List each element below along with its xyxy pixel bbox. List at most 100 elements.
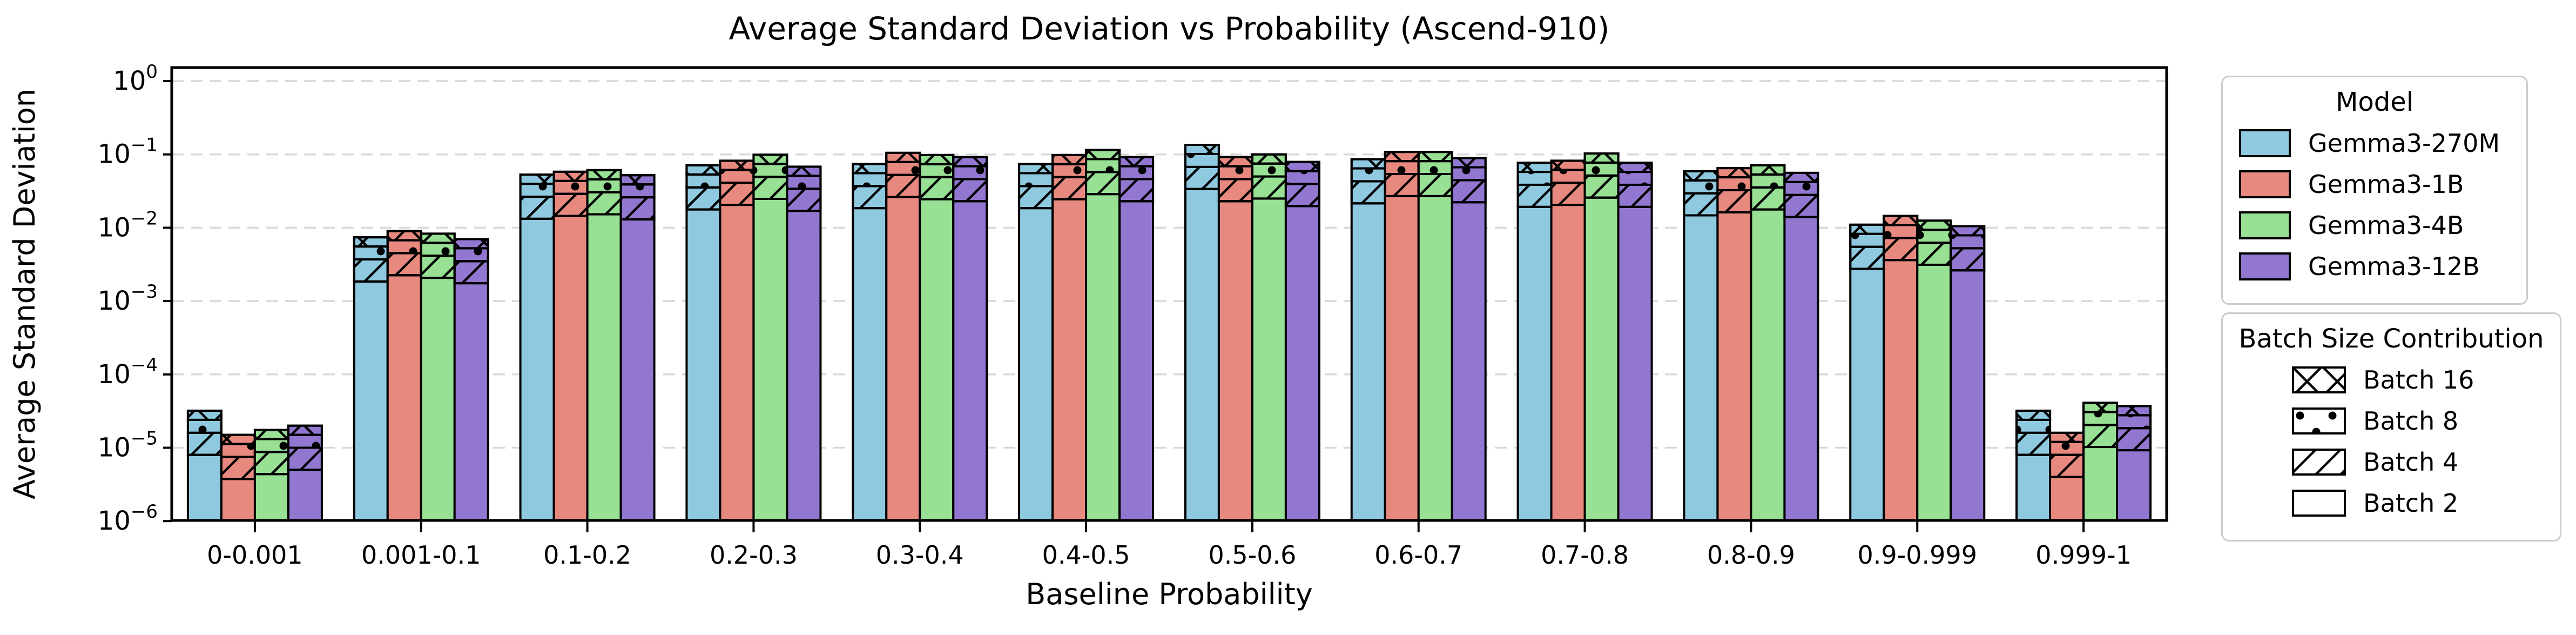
x-tick-label: 0.9-0.999: [1858, 540, 1977, 570]
x-axis-label: Baseline Probability: [1026, 577, 1313, 611]
bar-segment-gemma3-270m-batch4-hatch: [2015, 431, 2052, 456]
bar-segment-gemma3-12b-batch16-hatch: [952, 156, 988, 168]
bar-segment-gemma3-4b-batch4-hatch: [919, 176, 955, 200]
bar-segment-gemma3-4b-batch16-hatch: [1750, 164, 1786, 176]
bar-segment-gemma3-1b-batch16-hatch: [220, 433, 256, 445]
bar-segment-gemma3-12b-batch16-hatch: [619, 174, 656, 186]
bar-segment-gemma3-12b-batch2: [619, 218, 656, 522]
legend-batch-entry: Batch 8: [2223, 400, 2560, 442]
bar-segment-gemma3-1b-batch2: [1716, 211, 1752, 522]
bar-segment-gemma3-270m-batch4-hatch: [1184, 165, 1220, 190]
bar-segment-gemma3-12b-batch8-hatch: [1783, 181, 1819, 196]
bar-segment-gemma3-4b-batch16-hatch: [1583, 152, 1620, 164]
bar-segment-gemma3-270m-batch2: [186, 453, 222, 522]
bar-segment-gemma3-270m-batch8-hatch: [1849, 232, 1885, 248]
bar-segment-gemma3-1b-batch8-hatch: [386, 239, 422, 255]
bar-segment-gemma3-270m-batch8-hatch: [186, 418, 222, 434]
bar-segment-gemma3-4b-batch16-hatch: [1085, 149, 1121, 161]
bar-segment-gemma3-1b-batch8-hatch: [2049, 440, 2085, 456]
bar-segment-gemma3-270m-batch4-hatch: [519, 195, 555, 220]
legend-color-swatch-gemma3-4b: [2239, 211, 2291, 239]
bar-segment-gemma3-12b-batch16-hatch: [1451, 157, 1487, 169]
model-legend-rows: Gemma3-270M Gemma3-1B Gemma3-4B Gemma3-12B: [2223, 123, 2526, 287]
bar-segment-gemma3-1b-batch16-hatch: [1217, 156, 1253, 168]
bar-segment-gemma3-12b-batch16-hatch: [2116, 405, 2152, 417]
bar-segment-gemma3-4b-batch16-hatch: [586, 169, 622, 181]
bar-segment-gemma3-4b-batch2: [919, 198, 955, 522]
bar-segment-gemma3-270m-batch2: [1849, 268, 1885, 522]
x-tick-label: 0-0.001: [207, 540, 303, 570]
legend-batch-label: Batch 2: [2363, 489, 2459, 518]
bar-segment-gemma3-12b-batch2: [1950, 269, 1986, 522]
legend-batch-entry: Batch 2: [2223, 483, 2560, 524]
bar-segment-gemma3-270m-batch8-hatch: [519, 183, 555, 198]
legend-model-label: Gemma3-1B: [2308, 170, 2464, 199]
bar-segment-gemma3-1b-batch8-hatch: [1384, 160, 1420, 176]
bar-segment-gemma3-270m-batch4-hatch: [1350, 180, 1386, 205]
bar-segment-gemma3-270m-batch16-hatch: [1350, 158, 1386, 170]
bar-segment-gemma3-4b-batch16-hatch: [919, 153, 955, 165]
model-legend: Model Gemma3-270M Gemma3-1B Gemma3-4B Gemma…: [2221, 76, 2528, 305]
y-tick-label: 10−2: [98, 208, 158, 243]
bar-segment-gemma3-270m-batch2: [685, 208, 721, 522]
x-tick-label: 0.3-0.4: [876, 540, 964, 570]
bar-segment-gemma3-12b-batch4-hatch: [619, 196, 656, 220]
bar-segment-gemma3-270m-batch16-hatch: [852, 163, 888, 175]
model-legend-title: Model: [2335, 87, 2414, 117]
bar-segment-gemma3-4b-batch2: [253, 473, 289, 522]
bar-segment-gemma3-270m-batch8-hatch: [1184, 152, 1220, 168]
x-tick-label: 0.7-0.8: [1541, 540, 1629, 570]
x-tick-label: 0.6-0.7: [1374, 540, 1462, 570]
x-tick-label: 0.001-0.1: [361, 540, 481, 570]
bar-segment-gemma3-4b-batch4-hatch: [253, 451, 289, 476]
bar-segment-gemma3-270m-batch4-hatch: [1683, 192, 1719, 217]
bar-segment-gemma3-4b-batch4-hatch: [752, 176, 788, 200]
y-axis-label: Average Standard Deviation: [8, 88, 42, 500]
bar-segment-gemma3-4b-batch2: [2082, 446, 2119, 522]
bar-segment-gemma3-12b-batch2: [786, 210, 822, 522]
bar-segment-gemma3-4b-batch2: [1916, 263, 1952, 522]
legend-model-label: Gemma3-4B: [2308, 211, 2464, 240]
bar-segment-gemma3-270m-batch2: [1683, 214, 1719, 522]
bar-segment-gemma3-1b-batch2: [1550, 204, 1586, 522]
bar-segment-gemma3-12b-batch8-hatch: [1950, 234, 1986, 250]
legend-batch-entry: Batch 16: [2223, 359, 2560, 400]
bar-segment-gemma3-1b-batch16-hatch: [719, 159, 755, 171]
legend-model-entry: Gemma3-4B: [2223, 205, 2526, 246]
bar-segment-gemma3-4b-batch4-hatch: [2082, 424, 2119, 449]
bar-segment-gemma3-4b-batch16-hatch: [420, 232, 456, 244]
bar-segment-gemma3-1b-batch4-hatch: [220, 456, 256, 480]
batch-legend-title: Batch Size Contribution: [2238, 324, 2544, 354]
chart-title: Average Standard Deviation vs Probabilit…: [729, 10, 1610, 47]
bar-segment-gemma3-4b-batch2: [1583, 196, 1620, 522]
bar-segment-gemma3-12b-batch8-hatch: [453, 247, 489, 263]
y-tick-label: 10−5: [98, 428, 158, 463]
bar-segment-gemma3-12b-batch8-hatch: [1118, 165, 1155, 181]
bar-segment-gemma3-270m-batch16-hatch: [186, 409, 222, 421]
y-tick-label: 10−3: [98, 281, 158, 316]
bar-segment-gemma3-4b-batch8-hatch: [919, 163, 955, 178]
bar-segment-gemma3-4b-batch4-hatch: [1916, 242, 1952, 266]
legend-hatch-swatch-batch8: [2292, 407, 2346, 435]
bar-segment-gemma3-4b-batch4-hatch: [1417, 173, 1453, 197]
bar-segment-gemma3-12b-batch8-hatch: [2116, 414, 2152, 430]
bar-segment-gemma3-12b-batch8-hatch: [952, 165, 988, 181]
bar-segment-gemma3-270m-batch4-hatch: [1849, 245, 1885, 270]
bar-segment-gemma3-270m-batch2: [1018, 207, 1054, 522]
bar-segment-gemma3-12b-batch2: [1617, 205, 1653, 522]
bar-segment-gemma3-4b-batch2: [1417, 195, 1453, 522]
bar-segment-gemma3-12b-batch16-hatch: [1950, 225, 1986, 237]
bar-segment-gemma3-12b-batch2: [2116, 449, 2152, 522]
bar-segment-gemma3-1b-batch16-hatch: [1716, 167, 1752, 179]
bar-segment-gemma3-1b-batch2: [2049, 476, 2085, 522]
bar-segment-gemma3-4b-batch8-hatch: [420, 242, 456, 257]
x-tick-label: 0.2-0.3: [710, 540, 798, 570]
bar-segment-gemma3-270m-batch16-hatch: [1849, 223, 1885, 235]
legend-batch-entry: Batch 4: [2223, 442, 2560, 483]
bar-segment-gemma3-12b-batch4-hatch: [2116, 427, 2152, 452]
bar-segment-gemma3-270m-batch16-hatch: [353, 236, 389, 248]
x-tick-label: 0.5-0.6: [1208, 540, 1296, 570]
bar-segment-gemma3-270m-batch4-hatch: [1516, 183, 1553, 208]
bar-segment-gemma3-270m-batch8-hatch: [1683, 179, 1719, 195]
bar-segment-gemma3-1b-batch16-hatch: [2049, 431, 2085, 443]
